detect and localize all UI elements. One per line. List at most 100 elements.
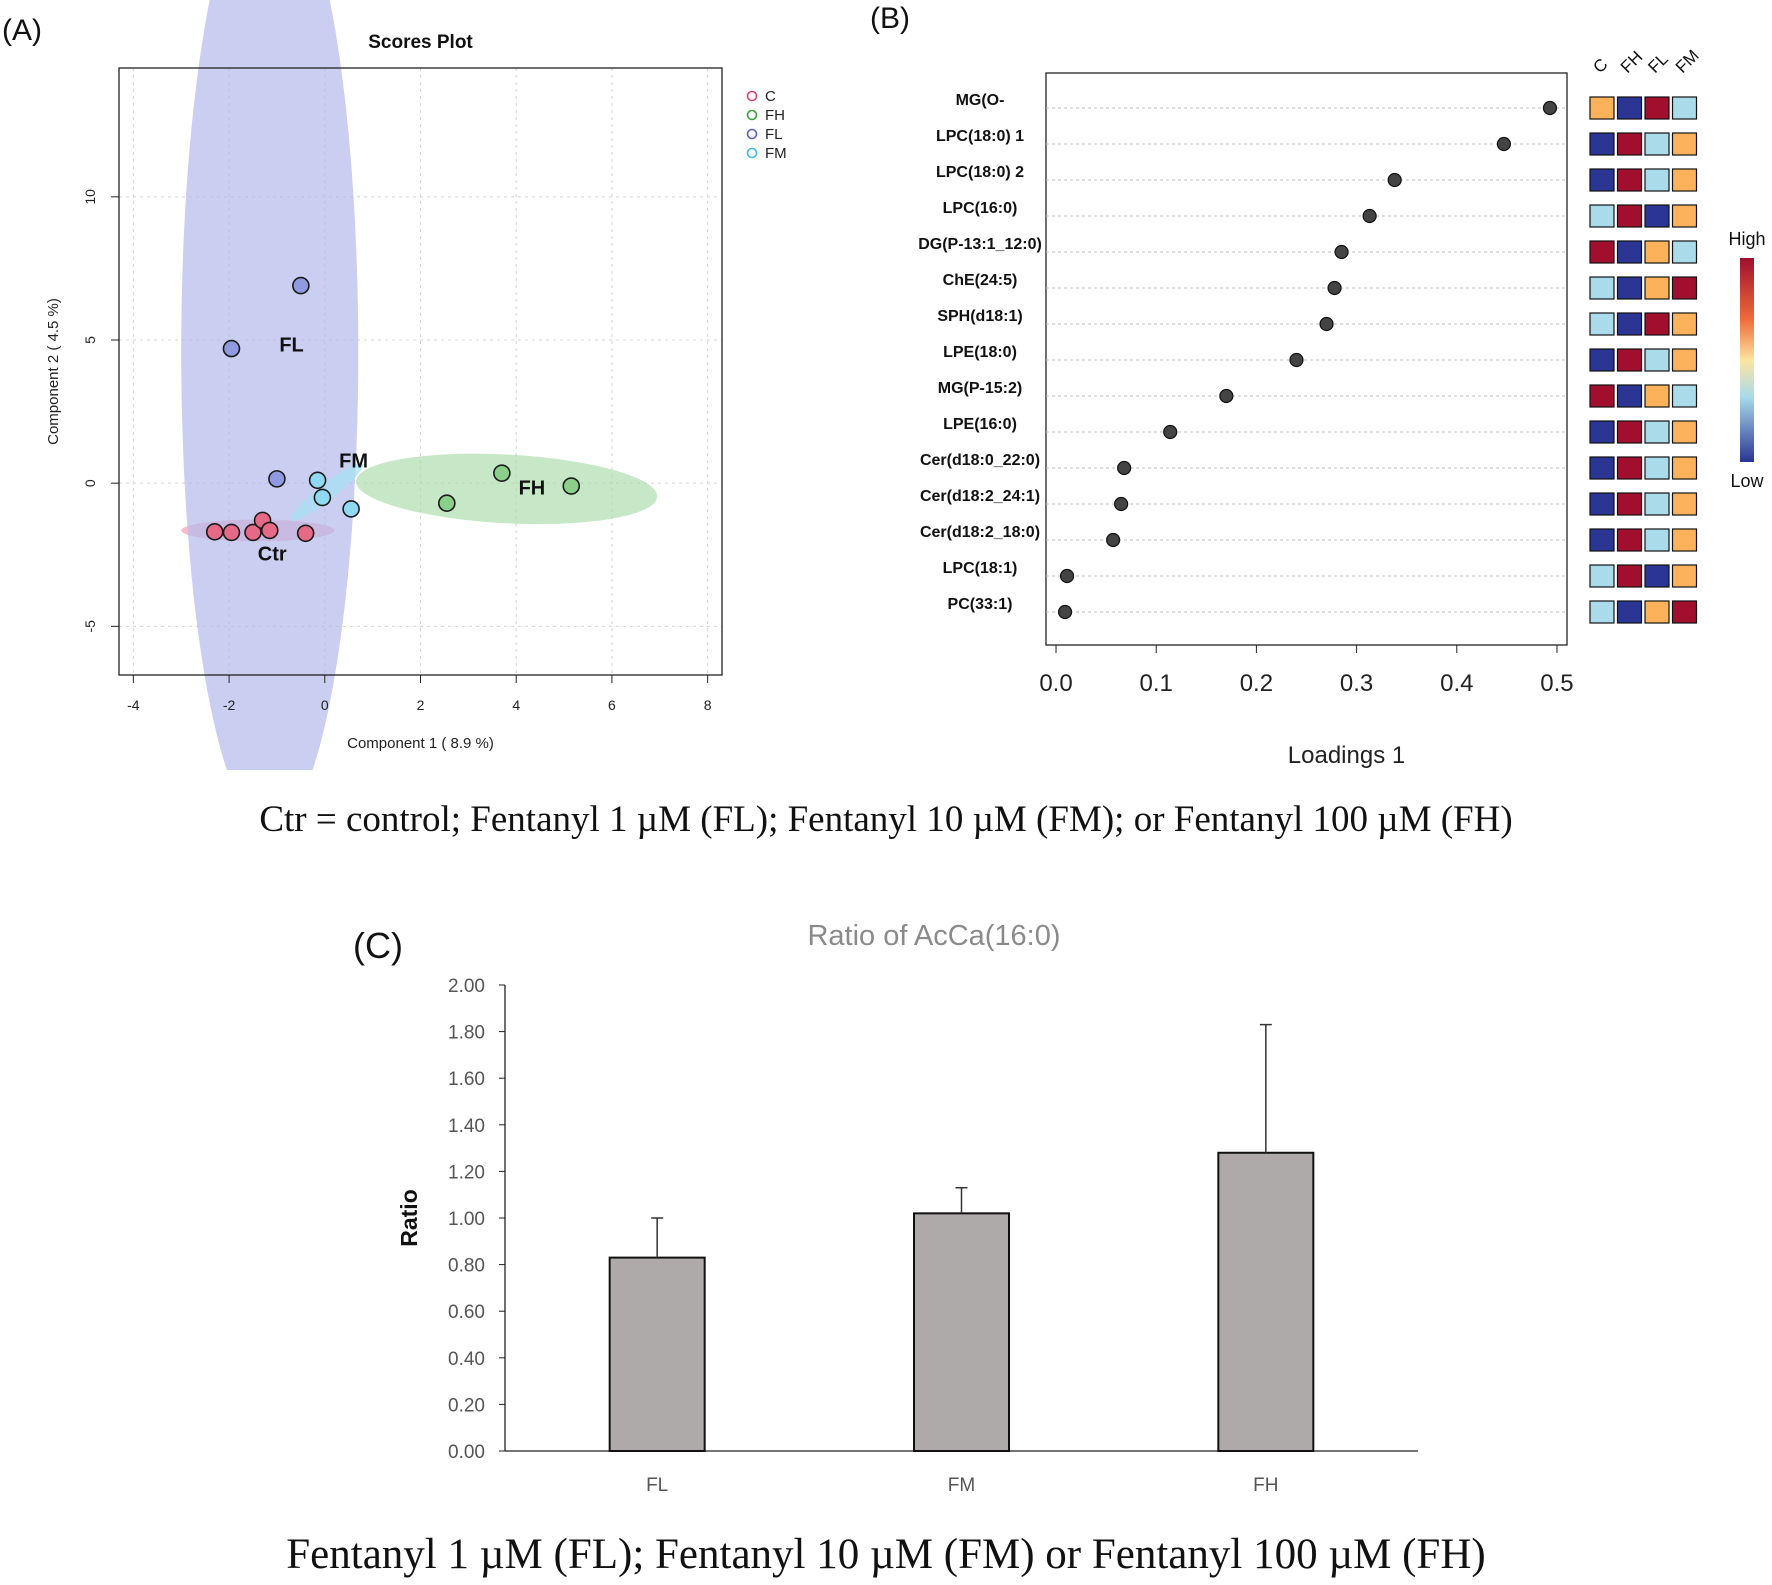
loadings-point: [1542, 100, 1558, 116]
loadings-x-tick-label: 0.1: [1140, 670, 1173, 697]
heatmap-cell: [1644, 564, 1670, 588]
heatmap-cell: [1616, 276, 1643, 300]
scores-point-fh: [493, 464, 511, 482]
scores-legend-label-fl: FL: [765, 126, 783, 143]
heatmap-cell: [1589, 312, 1615, 336]
loadings-point: [1387, 172, 1402, 188]
heatmap-cell: [1644, 204, 1670, 228]
heatmap-cell: [1589, 204, 1615, 228]
scores-x-axis-label: Component 1 ( 8.9 %): [347, 735, 494, 752]
heatmap-cell: [1616, 312, 1643, 336]
caption-panel-c: Fentanyl 1 µM (FL); Fentanyl 10 µM (FM) …: [286, 1531, 1486, 1578]
heatmap-cell: [1671, 384, 1698, 408]
scores-legend-marker-c: [746, 90, 758, 102]
heatmap-cell: [1616, 492, 1643, 516]
ratio-y-tick-label: 0.20: [448, 1395, 485, 1416]
scores-point-fl: [268, 470, 286, 488]
scores-point-c: [205, 523, 224, 541]
loadings-row-label: MG(O-: [956, 92, 1005, 109]
ratio-y-tick-label: 0.80: [448, 1256, 485, 1277]
loadings-row-label: SPH(d18:1): [937, 308, 1022, 325]
scores-group-label-c: Ctr: [258, 543, 287, 565]
scores-point-fl: [292, 276, 310, 295]
loadings-x-tick-label: 0.3: [1340, 670, 1373, 697]
loadings-x-tick-label: 0.5: [1540, 670, 1573, 697]
scores-legend-label-fm: FM: [765, 145, 787, 162]
loadings-point: [1319, 316, 1334, 332]
heatmap-cell: [1644, 240, 1670, 264]
loadings-row-label: MG(P-15:2): [938, 380, 1022, 397]
loadings-point: [1163, 424, 1178, 440]
scores-point-c: [222, 523, 241, 542]
heatmap-cell: [1671, 492, 1698, 516]
scores-point-c: [244, 523, 262, 542]
heatmap-cell: [1589, 384, 1615, 408]
ratio-y-tick-label: 1.20: [448, 1162, 485, 1183]
heatmap-cell: [1616, 564, 1643, 588]
scores-point-fh: [438, 494, 456, 513]
scores-legend-marker-fm: [746, 147, 758, 159]
ratio-chart-title: Ratio of AcCa(16:0): [807, 920, 1060, 952]
colorbar-low-label: Low: [1730, 471, 1764, 491]
heatmap-cell: [1644, 528, 1670, 552]
heatmap-cell: [1616, 600, 1643, 624]
heatmap-cell: [1589, 96, 1615, 120]
heatmap-cell: [1644, 384, 1670, 408]
scores-x-tick-label: 2: [417, 697, 425, 713]
loadings-row-label: ChE(24:5): [943, 272, 1018, 289]
heatmap-cell: [1671, 132, 1698, 156]
loadings-row-label: LPC(18:0) 1: [936, 128, 1024, 145]
ratio-y-tick-label: 0.00: [448, 1442, 485, 1463]
ratio-y-tick-label: 1.60: [448, 1069, 485, 1090]
heatmap-cell: [1671, 348, 1698, 372]
loadings-point: [1117, 460, 1132, 476]
loadings-point: [1106, 532, 1121, 548]
scores-group-label-fm: FM: [339, 450, 368, 472]
panel-c-label: (C): [353, 925, 403, 966]
heatmap-cell: [1671, 312, 1698, 336]
heatmap-cell: [1616, 348, 1643, 372]
ratio-y-tick-label: 0.60: [448, 1302, 485, 1323]
scores-y-tick-label: -5: [82, 620, 98, 633]
scores-ellipse-fl: [181, 0, 359, 770]
colorbar: [1740, 258, 1754, 462]
loadings-point: [1057, 604, 1073, 620]
heatmap-column-header: FM: [1672, 46, 1703, 77]
loadings-row-label: DG(P-13:1_12:0): [918, 236, 1042, 253]
scores-group-label-fh: FH: [519, 478, 546, 500]
scores-point-c: [296, 524, 315, 543]
loadings-point: [1289, 352, 1304, 368]
heatmap-column-header: FL: [1644, 49, 1671, 76]
ratio-y-axis-label: Ratio: [396, 1189, 422, 1247]
heatmap-cell: [1671, 420, 1698, 444]
scores-y-axis-label: Component 2 ( 4.5 %): [45, 298, 62, 445]
loadings-plot: MG(O- LPC(18:0) 1 LPC(18:0) 2 LPC(16:0) DG(P…: [918, 46, 1765, 769]
heatmap-cell: [1671, 528, 1698, 552]
ratio-bar-chart: Ratio of AcCa(16:0) 0.00 0.20 0.40 0.60 0.80 1…: [396, 920, 1418, 1496]
heatmap-cell: [1616, 240, 1643, 264]
heatmap-cell: [1671, 564, 1698, 588]
heatmap-cell: [1616, 132, 1643, 156]
heatmap-cell: [1644, 456, 1670, 480]
loadings-x-axis-label: Loadings 1: [1288, 742, 1405, 769]
heatmap-cell: [1616, 168, 1643, 192]
heatmap-cell: [1671, 168, 1698, 192]
scores-point-fm: [308, 471, 327, 490]
ratio-x-tick-label: FL: [646, 1475, 668, 1496]
loadings-point: [1334, 244, 1349, 260]
heatmap-cell: [1644, 600, 1670, 624]
ratio-x-tick-label: FM: [948, 1475, 975, 1496]
heatmap-cell: [1644, 276, 1670, 300]
scores-y-tick-label: 0: [82, 479, 98, 487]
ratio-bar-fl: [608, 1256, 706, 1452]
heatmap-cell: [1589, 492, 1615, 516]
heatmap-cell: [1616, 456, 1643, 480]
heatmap-cell: [1589, 528, 1615, 552]
panel-a-label: (A): [2, 14, 42, 47]
loadings-point: [1327, 280, 1342, 296]
heatmap-cell: [1644, 168, 1670, 192]
scores-legend-marker-fl: [746, 128, 758, 140]
heatmap-cell: [1671, 240, 1698, 264]
heatmap-cell: [1644, 96, 1670, 120]
scores-legend-label-fh: FH: [765, 107, 785, 124]
